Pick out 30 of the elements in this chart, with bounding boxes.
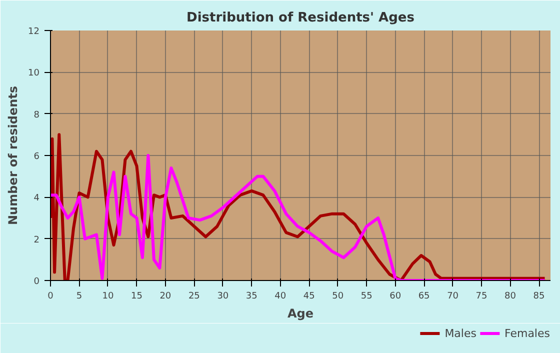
x-tick-label: 45 (303, 292, 315, 302)
x-tick-label: 50 (332, 292, 344, 302)
y-tick-label: 12 (28, 27, 40, 37)
x-tick-label: 30 (217, 292, 229, 302)
y-tick-label: 4 (34, 194, 40, 204)
x-tick-label: 0 (48, 292, 54, 302)
x-tick-label: 20 (160, 292, 172, 302)
x-tick-label: 75 (476, 292, 488, 302)
x-axis-title: Age (287, 306, 314, 320)
x-tick-label: 15 (130, 292, 142, 302)
y-tick-label: 2 (34, 235, 40, 246)
x-tick-label: 5 (76, 292, 82, 302)
legend-label: Males (444, 326, 476, 340)
y-tick-label: 6 (34, 152, 40, 162)
x-tick-label: 80 (504, 292, 516, 302)
y-tick-label: 10 (28, 68, 40, 79)
y-tick-label: 8 (34, 110, 40, 120)
x-tick-label: 40 (274, 292, 286, 302)
x-tick-label: 25 (188, 292, 200, 302)
x-tick-label: 60 (390, 292, 402, 302)
x-tick-label: 70 (447, 292, 459, 302)
x-tick-label: 55 (360, 292, 372, 302)
chart-title: Distribution of Residents' Ages (186, 10, 415, 26)
x-tick-label: 35 (246, 292, 258, 302)
y-tick-label: 0 (34, 277, 40, 287)
x-tick-label: 65 (418, 292, 430, 302)
y-axis-title: Number of residents (6, 86, 20, 226)
x-tick-label: 85 (533, 292, 545, 302)
x-tick-label: 10 (102, 292, 114, 302)
legend-label: Females (504, 326, 550, 340)
